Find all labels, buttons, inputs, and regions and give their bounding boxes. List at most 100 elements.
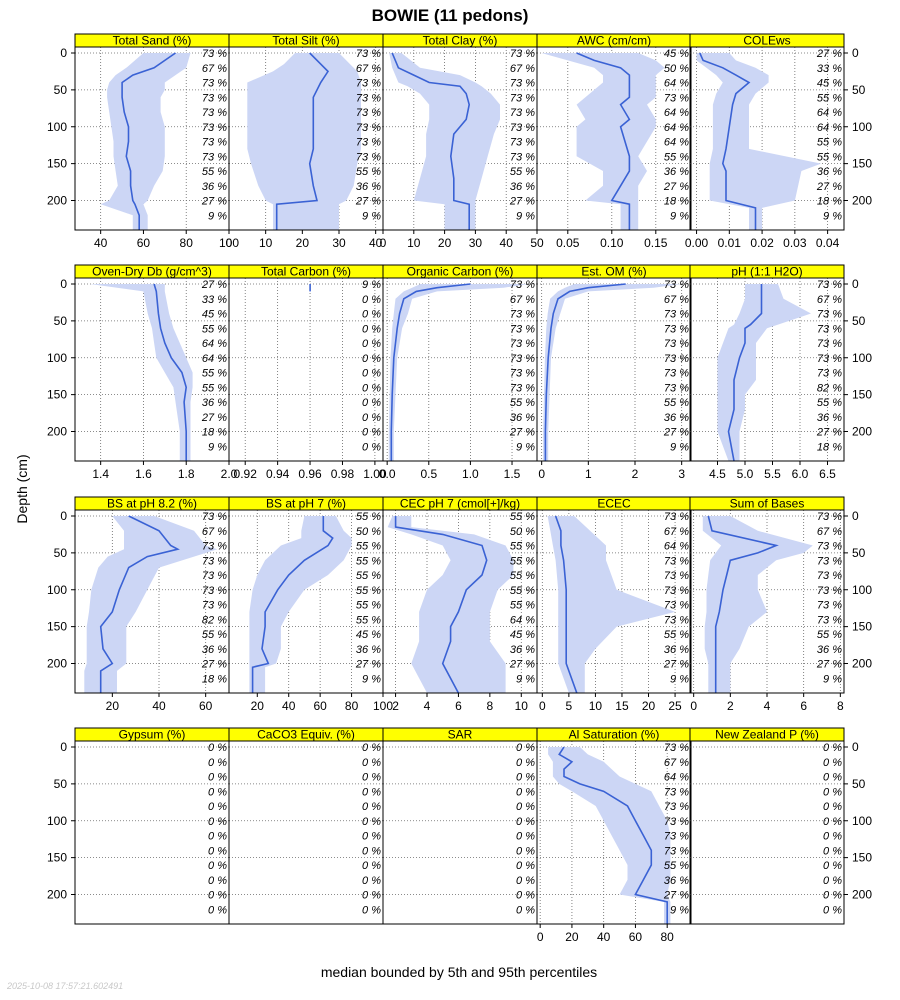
x-tick-label: 40 (94, 236, 108, 250)
percent-label: 0 % (362, 845, 381, 857)
percent-label: 18 % (664, 196, 689, 208)
percent-label: 0 % (208, 845, 227, 857)
y-tick-label: 50 (852, 314, 866, 328)
x-tick-label: 1.4 (92, 467, 109, 481)
median-line (554, 515, 578, 693)
percent-label: 67 % (664, 526, 689, 538)
percent-label: 55 % (664, 860, 689, 872)
percent-label: 0 % (362, 382, 381, 394)
percent-label: 73 % (202, 555, 227, 567)
percent-label: 27 % (201, 412, 227, 424)
percent-label: 73 % (202, 48, 227, 60)
x-tick-label: 5.5 (764, 467, 781, 481)
panel: SAR 0 % 0 % 0 % 0 % 0 % 0 % 0 % 0 % 0 % 0 % 0 % 0 % (382, 727, 538, 925)
x-tick-label: 1.6 (135, 467, 152, 481)
percent-label: 9 % (823, 210, 842, 222)
percent-label: 73 % (817, 353, 842, 365)
percent-label: 67 % (817, 526, 842, 538)
percent-label: 27 % (201, 196, 227, 208)
x-tick-label: 80 (345, 699, 359, 713)
percent-label: 64 % (664, 78, 689, 90)
x-tick-label: 2.0 (221, 467, 238, 481)
percent-label: 0 % (823, 742, 842, 754)
percent-label: 36 % (510, 412, 535, 424)
percent-label: 73 % (664, 742, 689, 754)
x-tick-label: 0.0 (379, 467, 396, 481)
percent-label: 9 % (208, 210, 227, 222)
panel-title: COLEws (743, 34, 790, 48)
percent-label: 73 % (664, 585, 689, 597)
x-tick-label: 6 (800, 699, 807, 713)
percent-label: 27 % (663, 659, 689, 671)
panel-frame (382, 740, 538, 925)
percent-label: 55 % (356, 166, 381, 178)
x-tick-label: 0.92 (234, 467, 258, 481)
percent-label: 18 % (202, 673, 227, 685)
percent-label: 55 % (817, 397, 842, 409)
percent-label: 45 % (356, 629, 381, 641)
median-line (390, 283, 471, 461)
percent-label: 0 % (208, 890, 227, 902)
x-tick-label: 0 (539, 699, 546, 713)
median-line (121, 52, 176, 230)
median-line (699, 52, 757, 230)
percent-label: 73 % (664, 323, 689, 335)
panel-title: Sum of Bases (730, 497, 805, 511)
percent-label: 73 % (817, 368, 842, 380)
percent-label: 36 % (356, 181, 381, 193)
percent-label: 0 % (823, 772, 842, 784)
percent-label: 0 % (362, 412, 381, 424)
percent-label: 27 % (201, 279, 227, 291)
panels-group: Total Sand (%) 73 % 67 % 73 % 73 % 73 % 73 % 73… (47, 33, 872, 944)
percentile-band (389, 53, 500, 230)
percent-label: 67 % (664, 757, 689, 769)
percent-label: 45 % (202, 309, 227, 321)
percent-label: 27 % (816, 181, 842, 193)
percent-label: 0 % (362, 831, 381, 843)
x-tick-label: 8 (837, 699, 844, 713)
y-axis-label: Depth (cm) (14, 454, 30, 523)
percent-label: 0 % (823, 816, 842, 828)
percent-label: 0 % (208, 904, 227, 916)
x-tick-label: 25 (668, 699, 682, 713)
percent-label: 0 % (823, 904, 842, 916)
percentile-band (717, 284, 811, 461)
percent-label: 36 % (202, 644, 227, 656)
percent-label: 67 % (202, 526, 227, 538)
percent-label: 0 % (208, 757, 227, 769)
percent-label: 64 % (664, 137, 689, 149)
panel-frame (689, 740, 845, 925)
percent-label: 55 % (817, 629, 842, 641)
percent-label: 33 % (202, 294, 227, 306)
percent-label: 27 % (663, 890, 689, 902)
panel: Total Carbon (%) 9 % 0 % 0 % 0 % 0 % 0 % 0 % 0 %… (228, 264, 387, 481)
panel-title: Total Sand (%) (113, 34, 192, 48)
percent-label: 73 % (510, 151, 535, 163)
percent-label: 64 % (664, 107, 689, 119)
percent-label: 0 % (516, 786, 535, 798)
panel: ECEC 73 % 67 % 64 % 73 % 73 % 73 % 73 % 73 % 55 %… (536, 496, 692, 713)
percent-label: 0 % (362, 904, 381, 916)
x-tick-label: 50 (530, 236, 544, 250)
x-tick-label: 60 (629, 930, 643, 944)
percent-label: 36 % (817, 166, 842, 178)
panel-title: BS at pH 8.2 (%) (107, 497, 197, 511)
x-tick-label: 40 (597, 930, 611, 944)
percent-label: 45 % (510, 629, 535, 641)
x-tick-label: 20 (438, 236, 452, 250)
percent-label: 18 % (817, 196, 842, 208)
panel: BS at pH 8.2 (%) 73 % 67 % 73 % 73 % 73 % 73 %… (47, 496, 230, 713)
panel-frame (689, 277, 845, 462)
percent-label: 55 % (510, 585, 535, 597)
y-tick-label: 200 (852, 657, 872, 671)
percent-label: 73 % (664, 279, 689, 291)
panel: BS at pH 7 (%) 55 % 50 % 55 % 55 % 55 % 55 % 55… (228, 496, 393, 713)
percent-label: 73 % (817, 323, 842, 335)
percent-label: 73 % (664, 555, 689, 567)
percent-label: 55 % (356, 614, 381, 626)
panel-title: Al Saturation (%) (569, 728, 660, 742)
percent-label: 0 % (362, 338, 381, 350)
y-tick-label: 50 (54, 314, 68, 328)
percent-label: 67 % (510, 294, 535, 306)
